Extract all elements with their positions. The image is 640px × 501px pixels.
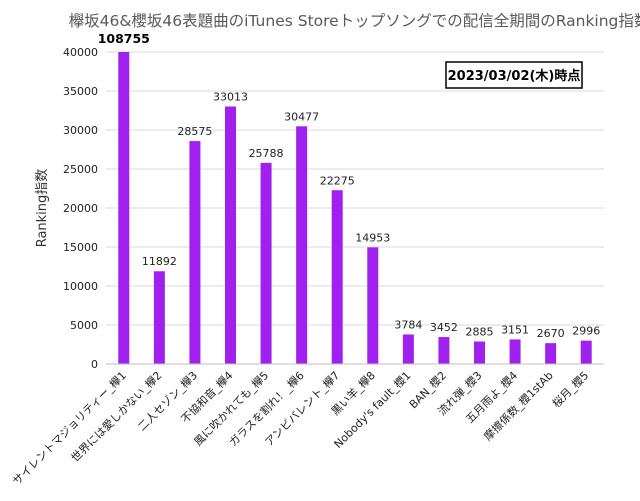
x-axis-ticks: サイレントマジョリティー_欅1世界には愛しかない_欅2二人セゾン_欅3不協和音_… xyxy=(10,368,591,487)
bar xyxy=(438,337,450,364)
bar xyxy=(153,271,165,364)
data-labels: 108755 11892 28575 33013 25788 30477 22275 1495… xyxy=(98,31,601,340)
bar xyxy=(260,162,272,364)
annotation-box: 2023/03/02(木)時点 xyxy=(445,61,583,89)
data-label: 22275 xyxy=(320,174,355,187)
annotation-frame xyxy=(445,61,583,89)
data-label: 28575 xyxy=(177,125,212,138)
data-label: 3452 xyxy=(430,321,458,334)
bar xyxy=(509,339,521,364)
bar xyxy=(118,52,130,364)
bar xyxy=(580,340,592,364)
y-tick-label: 30000 xyxy=(63,124,98,137)
data-label: 108755 xyxy=(98,31,150,46)
data-label: 30477 xyxy=(284,110,319,123)
bars xyxy=(118,52,592,364)
bar xyxy=(225,106,236,364)
y-tick-label: 10000 xyxy=(63,280,98,293)
data-label: 2885 xyxy=(466,325,494,338)
data-label: 33013 xyxy=(213,90,248,103)
bar xyxy=(296,126,308,364)
y-tick-label: 40000 xyxy=(63,46,98,59)
data-label: 3151 xyxy=(501,323,529,336)
bar xyxy=(189,141,201,364)
y-tick-label: 25000 xyxy=(63,163,98,176)
data-label: 3784 xyxy=(394,318,422,331)
y-tick-label: 0 xyxy=(91,358,98,371)
x-tick-label: 桜月_櫻5 xyxy=(549,368,591,410)
bar xyxy=(545,343,557,364)
bar xyxy=(367,247,379,364)
data-label: 2996 xyxy=(572,325,600,338)
y-tick-label: 5000 xyxy=(70,319,98,332)
data-label: 2670 xyxy=(537,327,565,340)
bar xyxy=(402,334,414,364)
data-label: 11892 xyxy=(142,255,177,268)
y-tick-label: 15000 xyxy=(63,241,98,254)
y-tick-label: 20000 xyxy=(63,202,98,215)
annotation-text: 2023/03/02(木)時点 xyxy=(448,68,581,84)
y-axis-ticks: 0 5000 10000 15000 20000 25000 30000 35000 40000 xyxy=(63,46,98,371)
gridlines xyxy=(106,51,604,326)
bar xyxy=(474,341,485,364)
data-label: 25788 xyxy=(249,147,284,160)
bar xyxy=(331,190,343,364)
data-label: 14953 xyxy=(355,231,390,244)
chart-title: 欅坂46&櫻坂46表題曲のiTunes Storeトップソングでの配信全期間のR… xyxy=(69,12,640,30)
y-tick-label: 35000 xyxy=(63,85,98,98)
y-axis-label: Ranking指数 xyxy=(35,169,50,248)
